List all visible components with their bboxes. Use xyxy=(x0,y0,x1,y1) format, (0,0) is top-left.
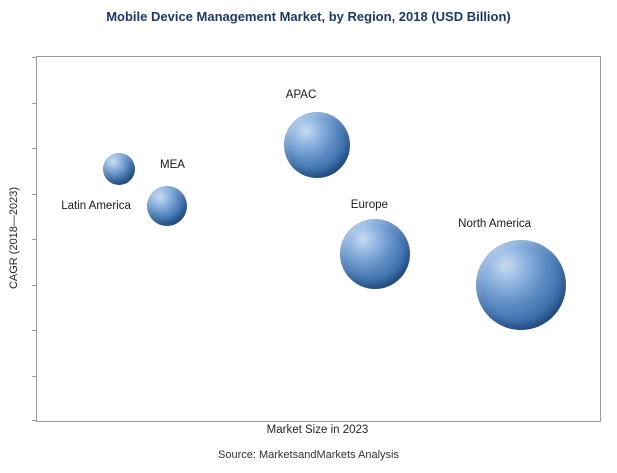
bubble-latin-america xyxy=(103,153,136,186)
bubble-label-mea: MEA xyxy=(160,159,185,172)
y-axis-title: CAGR (2018—2023) xyxy=(8,186,20,290)
bubble-north-america xyxy=(476,239,567,330)
bubble-label-north-america: North America xyxy=(458,217,532,230)
bubble-label-latin-america: Latin America xyxy=(61,200,131,213)
bubble-label-europe: Europe xyxy=(350,198,388,211)
y-axis-tick xyxy=(32,284,37,286)
y-axis-tick xyxy=(32,193,37,195)
y-axis-tick xyxy=(32,239,37,240)
bubble-mea xyxy=(147,186,188,227)
y-axis-tick xyxy=(32,375,37,377)
bubble-label-apac: APAC xyxy=(285,89,317,102)
y-axis-tick xyxy=(32,330,37,331)
chart-title: Mobile Device Management Market, by Regi… xyxy=(106,9,511,24)
bubble-apac xyxy=(283,112,350,179)
y-axis-tick xyxy=(32,57,37,58)
y-axis-tick xyxy=(32,420,37,421)
plot-area: Latin America MEA APAC Europe North America xyxy=(32,56,601,422)
y-axis-tick xyxy=(32,148,37,149)
y-axis-tick xyxy=(32,102,37,104)
source-note: Source: MarketsandMarkets Analysis xyxy=(218,449,399,461)
bubble-europe xyxy=(339,218,410,289)
x-axis-title: Market Size in 2023 xyxy=(266,424,369,436)
